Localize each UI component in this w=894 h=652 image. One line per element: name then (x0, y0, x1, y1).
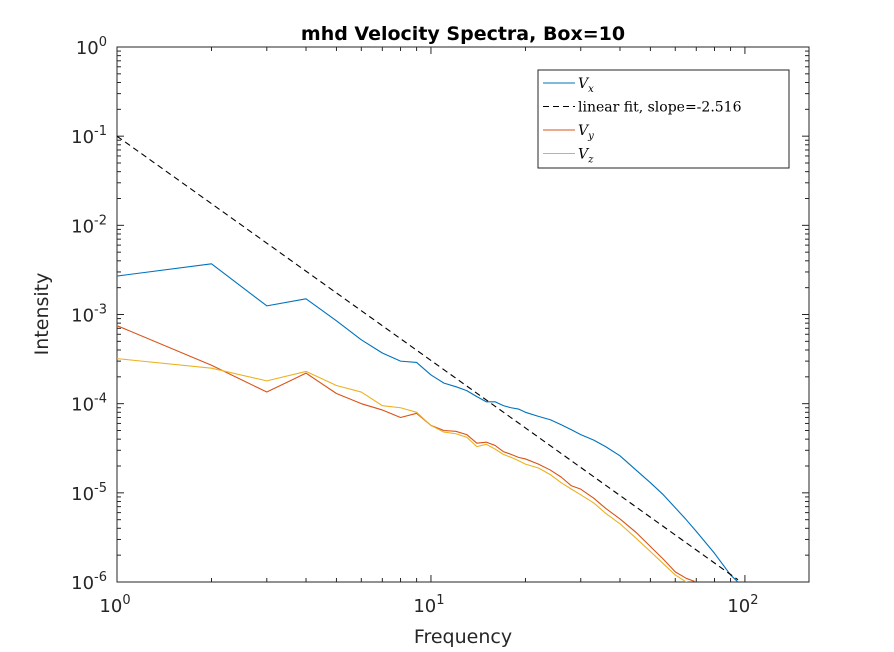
x-tick-label-base: 10 (413, 596, 436, 617)
y-tick-label-base: 10 (71, 127, 94, 148)
series-line-3 (117, 358, 688, 582)
x-tick-label-base: 10 (727, 596, 750, 617)
x-tick-label: 102 (727, 593, 758, 617)
legend-label-subscript: y (587, 131, 594, 142)
y-tick-label-base: 10 (71, 573, 94, 594)
y-tick-label-exponent: 0 (99, 35, 107, 50)
x-tick-label-exponent: 2 (750, 593, 758, 608)
x-tick-label: 101 (413, 593, 444, 617)
y-tick-label-exponent: -1 (94, 124, 107, 139)
legend-label-3: Vz (578, 147, 594, 166)
y-tick-label-exponent: -3 (94, 303, 107, 318)
y-tick-label-exponent: -5 (94, 481, 107, 496)
legend-label-main: V (578, 76, 590, 92)
x-tick-label-exponent: 0 (122, 593, 130, 608)
legend-label-main: linear fit, slope=-2.516 (578, 100, 742, 116)
y-tick-label-base: 10 (71, 306, 94, 327)
y-tick-label-base: 10 (71, 395, 94, 416)
y-tick-label: 10-4 (71, 392, 107, 416)
y-tick-label-base: 10 (71, 484, 94, 505)
x-tick-label-base: 10 (99, 596, 122, 617)
series-line-0 (117, 263, 739, 582)
y-tick-label: 10-5 (71, 481, 107, 505)
legend-label-2: Vy (578, 123, 594, 142)
chart-title: mhd Velocity Spectra, Box=10 (301, 23, 625, 45)
x-axis-label: Frequency (414, 626, 512, 648)
series-layer (117, 135, 739, 582)
legend-label-main: V (578, 147, 590, 163)
y-tick-label: 10-2 (71, 213, 107, 237)
legend-label-subscript: x (588, 84, 594, 95)
x-tick-label: 100 (99, 593, 130, 617)
y-tick-label-exponent: -2 (94, 213, 107, 228)
y-axis-label: Intensity (31, 273, 53, 356)
y-tick-label-base: 10 (71, 216, 94, 237)
series-line-2 (117, 325, 697, 582)
y-tick-label-base: 10 (76, 38, 99, 59)
legend-label-1: linear fit, slope=-2.516 (578, 100, 742, 116)
y-tick-label: 10-1 (71, 124, 107, 148)
y-tick-label: 10-6 (71, 570, 107, 594)
y-tick-label-exponent: -4 (94, 392, 107, 407)
x-tick-label-exponent: 1 (436, 593, 444, 608)
legend-box (537, 69, 790, 169)
series-line-1 (117, 135, 739, 581)
legend-label-subscript: z (587, 155, 594, 166)
y-tick-label: 100 (76, 35, 107, 59)
legend-label-main: V (578, 123, 590, 139)
axis-ticks (116, 46, 809, 583)
legend-label-0: Vx (578, 76, 594, 95)
y-tick-label: 10-3 (71, 303, 107, 327)
y-tick-label-exponent: -6 (94, 570, 107, 585)
